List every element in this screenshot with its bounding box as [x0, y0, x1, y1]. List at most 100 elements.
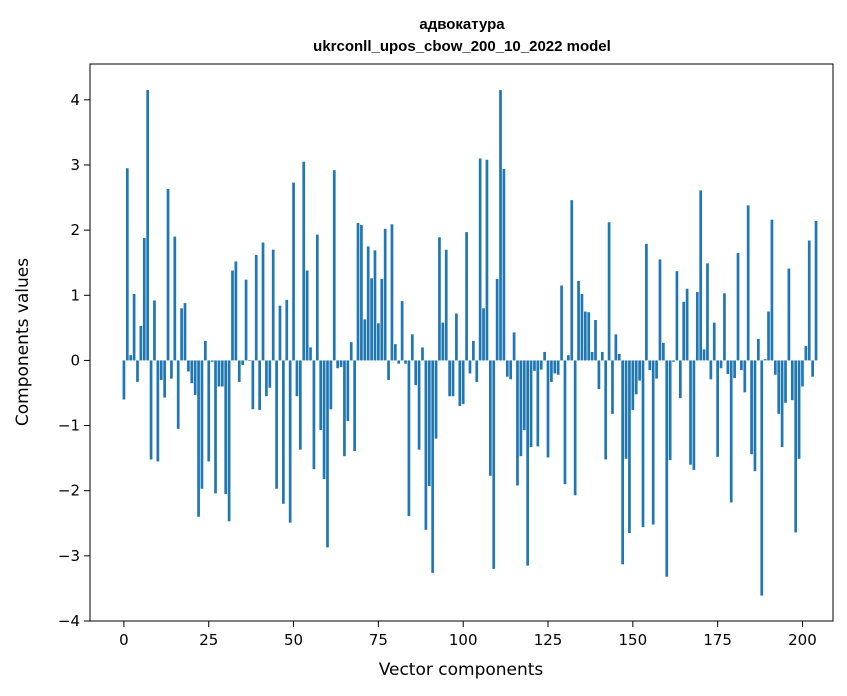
bar-component-145 — [614, 334, 618, 361]
bar-component-66 — [346, 360, 350, 422]
bar-component-45 — [275, 360, 278, 489]
bar-component-30 — [224, 360, 228, 494]
bar-component-200 — [801, 360, 804, 387]
bar-component-180 — [733, 360, 736, 379]
bar-component-32 — [231, 270, 234, 361]
bar-component-152 — [638, 360, 641, 381]
bar-component-102 — [468, 360, 472, 374]
bar-component-157 — [655, 360, 658, 379]
bar-component-133 — [573, 360, 577, 496]
bar-component-127 — [553, 360, 557, 374]
bar-component-89 — [424, 360, 428, 530]
bar-component-108 — [488, 360, 492, 476]
y-tick-label: −1 — [58, 417, 80, 435]
bar-component-118 — [522, 360, 526, 431]
bar-component-110 — [495, 278, 499, 361]
bar-component-25 — [207, 360, 211, 462]
x-tick-label: 0 — [119, 631, 129, 649]
bar-component-183 — [743, 360, 747, 393]
bar-component-185 — [750, 360, 753, 455]
bar-component-148 — [624, 360, 628, 459]
y-axis-label: Components values — [13, 258, 33, 426]
bar-component-142 — [604, 360, 608, 460]
bar-component-202 — [807, 240, 811, 361]
bar-component-42 — [265, 360, 268, 397]
bar-component-128 — [556, 360, 560, 375]
bar-component-86 — [414, 360, 418, 386]
y-tick-label: −2 — [58, 482, 80, 500]
bar-component-49 — [288, 360, 292, 523]
bar-component-91 — [431, 360, 435, 573]
bar-component-123 — [539, 360, 543, 370]
bar-component-167 — [689, 360, 692, 465]
x-tick-label: 75 — [369, 631, 388, 649]
bar-component-137 — [587, 312, 591, 361]
bar-component-64 — [339, 360, 343, 367]
bar-component-47 — [282, 360, 285, 504]
bar-component-141 — [600, 351, 604, 361]
bar-component-21 — [193, 360, 197, 395]
bar-component-164 — [678, 360, 682, 399]
bar-component-83 — [404, 360, 407, 364]
bar-component-121 — [533, 360, 536, 371]
bar-component-194 — [780, 360, 784, 448]
x-axis-ticks: 0 25 50 75 100 125 150 175 200 — [119, 621, 817, 649]
bar-component-40 — [258, 360, 261, 410]
bar-component-138 — [590, 351, 594, 361]
bar-component-159 — [662, 342, 665, 361]
y-tick-label: −3 — [58, 547, 80, 565]
bar-component-111 — [499, 90, 502, 361]
bar-component-81 — [397, 360, 401, 364]
x-axis-label: Vector components — [379, 660, 544, 680]
bar-component-201 — [804, 346, 808, 361]
bar-component-0 — [122, 360, 126, 400]
bar-component-95 — [444, 249, 448, 361]
x-tick-label: 125 — [534, 631, 563, 649]
bar-component-104 — [475, 360, 479, 382]
bar-component-119 — [526, 360, 530, 566]
bar-component-107 — [485, 159, 489, 361]
bar-component-63 — [336, 360, 340, 369]
bar-component-39 — [254, 254, 258, 361]
bar-component-154 — [645, 243, 648, 361]
bar-component-204 — [814, 221, 818, 361]
bar-component-115 — [512, 332, 516, 361]
bar-component-19 — [187, 360, 190, 372]
bar-component-176 — [719, 360, 723, 369]
x-tick-label: 175 — [703, 631, 732, 649]
bar-component-114 — [509, 360, 513, 380]
bar-component-35 — [241, 360, 245, 365]
bar-component-165 — [682, 301, 686, 361]
bar-component-92 — [434, 360, 438, 439]
bar-component-149 — [628, 360, 631, 534]
bar-component-5 — [139, 325, 143, 361]
bar-component-79 — [390, 224, 394, 361]
bar-component-72 — [366, 246, 370, 361]
y-axis-ticks: −4 −3 −2 −1 0 1 2 3 4 — [58, 91, 90, 630]
bar-component-67 — [349, 342, 353, 361]
y-tick-label: 1 — [70, 286, 80, 304]
bars-group — [122, 90, 818, 596]
bar-component-34 — [237, 360, 241, 382]
bar-component-198 — [794, 360, 798, 533]
bar-component-150 — [631, 360, 635, 410]
bar-component-20 — [190, 360, 194, 384]
bar-component-178 — [726, 360, 730, 375]
bar-component-146 — [617, 353, 621, 361]
bar-component-124 — [543, 351, 546, 361]
bar-component-126 — [550, 360, 553, 382]
bar-component-196 — [787, 268, 791, 361]
x-tick-label: 50 — [284, 631, 303, 649]
bar-component-144 — [611, 360, 614, 414]
bar-component-93 — [438, 237, 441, 361]
bar-component-136 — [583, 311, 587, 361]
bar-component-84 — [407, 360, 411, 517]
bar-component-38 — [251, 360, 255, 410]
bar-component-190 — [767, 311, 770, 361]
chart-title-line1: адвокатура — [419, 16, 505, 33]
bar-component-192 — [773, 360, 777, 375]
bar-component-51 — [295, 360, 299, 397]
bar-component-33 — [234, 261, 238, 361]
bar-component-186 — [753, 360, 757, 472]
bar-component-31 — [227, 360, 231, 522]
